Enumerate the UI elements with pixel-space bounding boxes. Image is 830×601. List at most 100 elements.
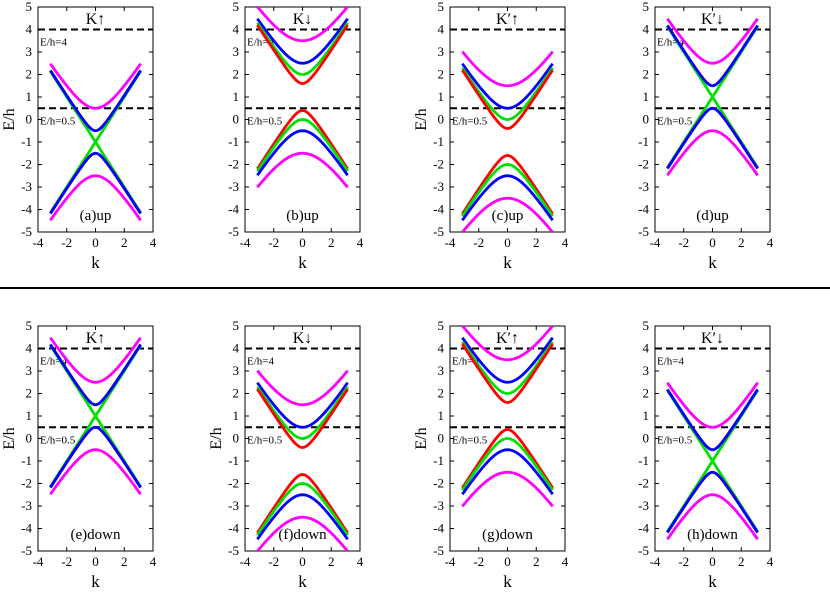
series-line — [256, 129, 349, 177]
y-tick-label: 5 — [438, 0, 445, 14]
series-line — [461, 343, 554, 404]
reference-line-label: E/h=0.5 — [247, 434, 283, 446]
y-tick-label: -4 — [21, 521, 32, 536]
y-tick-label: 0 — [233, 112, 240, 127]
y-tick-label: -4 — [638, 202, 649, 217]
reference-line-label: E/h=0.5 — [452, 434, 488, 446]
series-line — [256, 386, 349, 440]
y-tick-label: -2 — [433, 157, 444, 172]
x-tick-label: 4 — [767, 554, 774, 569]
y-tick-label: -2 — [638, 476, 649, 491]
x-tick-label: -2 — [473, 554, 484, 569]
y-tick-label: 2 — [26, 386, 33, 401]
curve-group — [666, 17, 759, 177]
x-tick-label: 0 — [709, 235, 716, 250]
series-line — [666, 388, 759, 452]
x-tick-label: 4 — [767, 235, 774, 250]
y-tick-label: 1 — [643, 89, 650, 104]
x-tick-label: 4 — [357, 554, 364, 569]
series-line — [461, 62, 554, 110]
y-tick-label: -1 — [638, 134, 649, 149]
y-tick-label: 4 — [26, 341, 33, 356]
series-line — [256, 22, 349, 76]
y-tick-label: 5 — [438, 318, 445, 333]
reference-line-label: E/h=0.5 — [452, 115, 488, 127]
reference-line-label: E/h=0.5 — [247, 115, 283, 127]
reference-line-label: E/h=0.5 — [657, 115, 693, 127]
x-tick-label: -2 — [268, 235, 279, 250]
series-line — [256, 118, 349, 172]
y-tick-label: 2 — [643, 67, 650, 82]
x-tick-label: 2 — [738, 235, 745, 250]
y-tick-label: 3 — [233, 363, 240, 378]
y-tick-label: -3 — [228, 179, 239, 194]
reference-line-label: E/h=4 — [657, 356, 684, 368]
curve-group — [666, 381, 759, 541]
series-line — [461, 326, 554, 362]
x-axis-label: k — [503, 572, 512, 591]
series-line — [49, 425, 142, 489]
y-tick-label: 4 — [233, 341, 240, 356]
y-tick-label: -5 — [433, 543, 444, 558]
x-tick-label: -2 — [678, 235, 689, 250]
series-line — [461, 69, 554, 130]
y-tick-label: 4 — [233, 22, 240, 37]
panel-title: K↑ — [86, 330, 106, 347]
y-tick-label: -5 — [433, 224, 444, 239]
x-tick-label: -4 — [445, 554, 456, 569]
x-tick-label: 2 — [328, 554, 335, 569]
y-tick-label: 5 — [26, 318, 33, 333]
x-tick-label: 0 — [504, 235, 511, 250]
chart-panel-b: -4 -2 0 2 4-5-4-3-2-1012345kE/h=4E/h=0.5K↓(b… — [228, 0, 364, 272]
y-tick-label: 3 — [233, 44, 240, 59]
y-tick-label: 0 — [26, 431, 33, 446]
y-tick-label: 5 — [233, 0, 240, 14]
panel-label: (b)up — [286, 208, 319, 224]
curve-group — [49, 62, 142, 222]
series-line — [49, 336, 142, 384]
y-axis-label: E/h — [1, 427, 18, 449]
panel-title: K↓ — [293, 11, 313, 28]
series-line — [461, 50, 554, 88]
y-tick-label: -1 — [21, 134, 32, 149]
x-tick-label: -4 — [33, 554, 44, 569]
y-tick-label: -1 — [638, 453, 649, 468]
series-line — [256, 515, 349, 551]
x-tick-label: -2 — [61, 235, 72, 250]
curve-group — [49, 336, 142, 496]
y-tick-label: 2 — [438, 67, 445, 82]
y-tick-label: 3 — [643, 363, 650, 378]
curve-group — [461, 326, 554, 508]
series-line — [256, 109, 349, 170]
y-tick-label: -3 — [21, 498, 32, 513]
y-tick-label: 0 — [643, 112, 650, 127]
y-tick-label: 4 — [643, 22, 650, 37]
y-tick-label: -5 — [638, 543, 649, 558]
y-tick-label: -2 — [433, 476, 444, 491]
x-tick-label: -4 — [650, 554, 661, 569]
series-line — [461, 174, 554, 222]
series-line — [49, 174, 142, 222]
y-tick-label: -2 — [228, 157, 239, 172]
series-line — [666, 381, 759, 429]
series-line — [461, 67, 554, 121]
series-line — [49, 151, 142, 215]
y-tick-label: -2 — [228, 476, 239, 491]
curve-group — [256, 7, 349, 189]
series-line — [256, 493, 349, 541]
y-tick-label: 0 — [438, 112, 445, 127]
x-tick-label: -2 — [473, 235, 484, 250]
y-tick-label: 3 — [26, 44, 33, 59]
series-line — [666, 24, 759, 88]
series-line — [256, 473, 349, 534]
y-tick-label: 0 — [643, 431, 650, 446]
y-tick-label: -5 — [228, 543, 239, 558]
series-line — [49, 69, 142, 133]
panel-label: (a)up — [80, 208, 112, 224]
y-tick-label: -4 — [21, 202, 32, 217]
series-line — [461, 336, 554, 384]
series-line — [461, 163, 554, 217]
x-axis-label: k — [91, 572, 100, 591]
y-tick-label: 0 — [26, 112, 33, 127]
